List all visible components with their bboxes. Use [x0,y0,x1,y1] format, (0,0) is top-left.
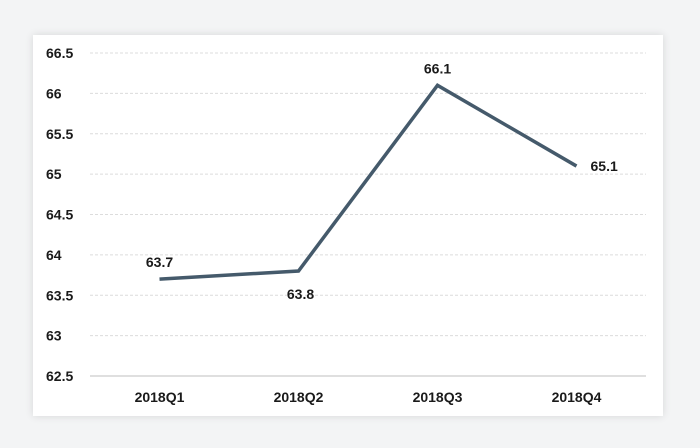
x-tick-label: 2018Q4 [552,389,602,405]
y-tick-label: 63.5 [46,287,73,303]
gridlines [90,52,646,377]
series-line [159,83,578,281]
x-tick-label: 2018Q2 [274,389,324,405]
x-tick-label: 2018Q1 [135,389,185,405]
y-tick-label: 65 [46,166,62,182]
x-axis-tick-labels: 2018Q1 2018Q2 2018Q3 2018Q4 [135,389,602,405]
y-tick-label: 65.5 [46,126,73,142]
x-tick-label: 2018Q3 [413,389,463,405]
data-label: 63.8 [287,286,314,302]
data-label: 63.7 [146,254,173,270]
series-lines [159,83,578,281]
y-tick-label: 63 [46,328,62,344]
y-tick-label: 62.5 [46,368,73,384]
y-tick-label: 64.5 [46,207,73,223]
y-tick-label: 66 [46,85,62,101]
data-label: 65.1 [591,158,618,174]
y-tick-label: 66.5 [46,45,73,61]
y-axis-tick-labels: 62.5 63 63.5 64 64.5 65 65.5 66 66.5 [46,45,73,384]
data-label: 66.1 [424,60,451,76]
chart-card [33,35,663,416]
data-labels: 63.7 63.8 66.1 65.1 [146,60,618,302]
y-tick-label: 64 [46,247,62,263]
